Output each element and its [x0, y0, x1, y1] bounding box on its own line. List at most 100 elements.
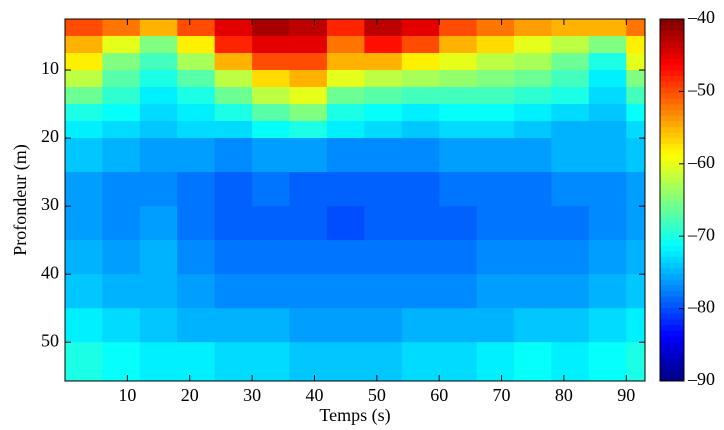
colorbar-swatch	[660, 24, 684, 31]
heat-cell	[177, 87, 216, 105]
heat-cell	[65, 240, 103, 275]
heat-cell	[102, 206, 141, 241]
heat-cell	[514, 87, 552, 105]
colorbar-swatch	[660, 154, 684, 161]
heat-cell	[401, 36, 440, 54]
colorbar-swatch	[660, 239, 684, 246]
colorbar-swatch	[660, 211, 684, 218]
x-tick-label: 20	[181, 385, 199, 405]
colorbar-swatch	[660, 52, 684, 60]
heat-cell	[139, 104, 178, 122]
heat-cell	[214, 138, 253, 173]
heat-cell	[364, 53, 403, 71]
heat-cell	[364, 121, 403, 139]
heat-cell	[214, 87, 253, 105]
heat-cell	[364, 206, 403, 241]
colorbar-swatch	[660, 109, 684, 116]
heat-cell	[289, 87, 328, 105]
heat-cell	[514, 308, 552, 343]
heat-cell	[588, 19, 627, 37]
heat-cell	[551, 138, 590, 173]
heat-cell	[214, 206, 253, 241]
heat-cell	[326, 87, 365, 105]
heat-cell	[476, 206, 515, 241]
heat-cell	[626, 172, 646, 207]
heat-cell	[439, 53, 478, 71]
colorbar-swatch	[660, 171, 684, 178]
heat-cell	[626, 121, 646, 139]
heat-cell	[401, 138, 440, 173]
heat-cell	[364, 70, 403, 88]
x-tick-label: 40	[305, 385, 323, 405]
heat-cell	[439, 206, 478, 241]
heat-cell	[626, 308, 646, 343]
heat-cell	[214, 36, 253, 54]
heat-cell	[626, 206, 646, 241]
heat-cell	[289, 342, 328, 382]
colorbar-swatch	[660, 183, 684, 190]
heat-cell	[551, 274, 590, 309]
heat-cell	[514, 240, 552, 275]
colorbar-swatch	[660, 267, 684, 275]
heat-cell	[252, 104, 291, 122]
heat-cell	[514, 36, 552, 54]
heat-cell	[177, 172, 216, 207]
heat-cell	[588, 308, 627, 343]
heat-cell	[326, 70, 365, 88]
x-tick-label: 30	[243, 385, 261, 405]
heat-cell	[551, 342, 590, 382]
heat-cell	[364, 172, 403, 207]
heat-cell	[439, 36, 478, 54]
heat-cell	[476, 308, 515, 343]
y-tick-label: 50	[41, 330, 59, 350]
heat-cell	[626, 87, 646, 105]
heat-cell	[551, 70, 590, 88]
x-tick-label: 10	[118, 385, 136, 405]
colorbar-swatch	[660, 132, 684, 139]
heat-cell	[588, 274, 627, 309]
heat-cell	[214, 274, 253, 309]
heat-cell	[588, 70, 627, 88]
heat-cell	[139, 172, 178, 207]
heat-cell	[626, 342, 646, 382]
heat-cell	[177, 104, 216, 122]
y-tick-label: 10	[41, 58, 59, 78]
heat-cell	[551, 104, 590, 122]
heat-cell	[514, 104, 552, 122]
heat-cell	[326, 172, 365, 207]
heat-cell	[514, 121, 552, 139]
y-tick-label: 40	[41, 262, 59, 282]
heat-cell	[401, 87, 440, 105]
heat-cell	[476, 104, 515, 122]
heat-cell	[252, 308, 291, 343]
heat-cell	[588, 36, 627, 54]
heat-cell	[476, 70, 515, 88]
colorbar-swatch	[660, 47, 684, 54]
colorbar-swatch	[660, 347, 684, 354]
heat-cell	[439, 138, 478, 173]
colorbar-tick-label: –40	[687, 7, 715, 27]
colorbar-swatch	[660, 245, 684, 252]
heat-cell	[214, 70, 253, 88]
heat-cell	[102, 138, 141, 173]
heat-cell	[401, 19, 440, 37]
heat-cell	[626, 70, 646, 88]
colorbar-swatch	[660, 166, 684, 173]
heat-cell	[65, 172, 103, 207]
colorbar-tick-label: –50	[687, 80, 715, 100]
heat-cell	[551, 172, 590, 207]
heat-cell	[252, 172, 291, 207]
colorbar-swatch	[660, 369, 684, 376]
colorbar-swatch	[660, 98, 684, 105]
heat-cell	[326, 19, 365, 37]
heat-cell	[65, 342, 103, 382]
heat-cell	[214, 53, 253, 71]
heat-cell	[289, 308, 328, 343]
heat-cell	[439, 274, 478, 309]
heat-cell	[326, 121, 365, 139]
heat-cell	[551, 206, 590, 241]
colorbar-tick-label: –70	[687, 224, 715, 244]
heat-cell	[139, 138, 178, 173]
heat-cell	[102, 19, 141, 37]
